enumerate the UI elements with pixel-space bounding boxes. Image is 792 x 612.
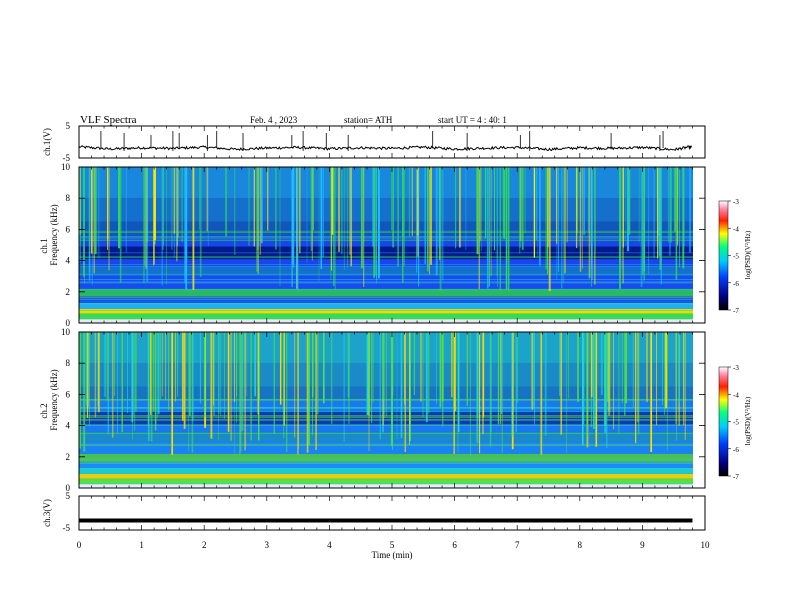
spectrogram-band: [79, 478, 693, 485]
colorbar-tick-label: -4: [733, 225, 739, 233]
time-tick-label: 10: [701, 540, 711, 550]
ch1-ytick-bottom: -5: [63, 153, 71, 163]
spectrogram-band: [79, 319, 693, 323]
ch1-waveform-ylabel: ch.1(V): [42, 128, 52, 156]
freq-tick-label: 0: [66, 318, 71, 328]
ch3-ytick-bottom: -5: [63, 523, 71, 533]
colorbar-tick-label: -3: [733, 198, 739, 206]
ch2-colorbar-gradient: [718, 366, 729, 477]
spectrogram-band: [79, 296, 693, 303]
figure-title: VLF Spectra: [80, 114, 137, 126]
time-tick-label: 3: [265, 540, 270, 550]
freq-tick-label: 2: [66, 452, 71, 462]
time-tick-label: 5: [390, 540, 395, 550]
freq-tick-label: 10: [61, 162, 71, 172]
spectrogram-band: [79, 332, 693, 364]
time-tick-label: 6: [452, 540, 457, 550]
ch3-waveform-frame: [78, 495, 706, 531]
freq-tick-label: 10: [61, 327, 71, 337]
spectrogram-band: [79, 467, 693, 474]
spectrogram-band: [79, 473, 693, 479]
ch3-waveform-panel: 5 -5 ch.3(V): [42, 491, 706, 533]
ch1-waveform-panel: 5 -5 ch.1(V): [42, 121, 706, 163]
ch2-spectrogram-ylabel-line2: Frequency (kHz): [49, 369, 59, 430]
spectrogram-band: [79, 441, 693, 454]
time-axis-label: Time (min): [372, 550, 413, 560]
time-tick-label: 1: [139, 540, 144, 550]
ch1-colorbar: -3 -4 -5 -6 -7 log(PSD)(V²/Hz): [718, 198, 752, 315]
spectrogram-band: [79, 484, 693, 488]
time-axis-ticks: [78, 126, 706, 530]
ch2-spectrogram-panel: 0 2 4 6 8 10 ch.2 Frequency (kHz): [39, 327, 706, 493]
ch3-waveform-ylabel: ch.3(V): [42, 499, 52, 527]
spectrogram-band: [79, 461, 693, 468]
freq-tick-label: 4: [66, 421, 71, 431]
colorbar-tick-label: -7: [733, 307, 739, 315]
time-tick-label: 0: [77, 540, 82, 550]
spectrogram-band: [79, 302, 693, 309]
spectrogram-band: [79, 167, 693, 199]
ch1-ytick-top: 5: [66, 121, 71, 131]
start-time-label: start UT = 4 : 40: 1: [438, 115, 507, 125]
ch1-colorbar-label: log(PSD)(V²/Hz): [744, 230, 752, 279]
spectrogram-band: [79, 453, 693, 462]
ch1-waveform-line: [78, 145, 693, 152]
ch2-colorbar-ticks: -3 -4 -5 -6 -7: [728, 364, 739, 481]
ch2-spectrogram-heatmap: [79, 332, 693, 488]
ch2-spectrogram-ylabel-line1: ch.2: [39, 403, 49, 418]
ch1-waveform-frame: [78, 125, 706, 159]
spectrogram-band: [79, 235, 693, 247]
date-label: Feb. 4 , 2023: [250, 115, 298, 125]
time-tick-label: 8: [578, 540, 583, 550]
time-axis-tick-labels: 0 1 2 3 4 5 6 7 8 9 10: [77, 540, 710, 550]
ch3-ytick-top: 5: [66, 491, 71, 501]
spectrogram-band: [79, 276, 693, 289]
colorbar-tick-label: -4: [733, 391, 739, 399]
freq-tick-label: 8: [66, 358, 71, 368]
freq-tick-label: 6: [66, 224, 71, 234]
ch1-colorbar-ticks: -3 -4 -5 -6 -7: [728, 198, 739, 315]
freq-tick-label: 0: [66, 483, 71, 493]
spectrogram-band: [79, 400, 693, 412]
spectrogram-band: [79, 266, 693, 277]
spectrogram-band: [79, 259, 693, 267]
time-tick-label: 7: [515, 540, 520, 550]
ch1-spectrogram-ylabel-line1: ch.1: [39, 238, 49, 253]
ch2-colorbar-label: log(PSD)(V²/Hz): [744, 396, 752, 445]
station-label: station= ATH: [344, 115, 393, 125]
time-tick-label: 9: [640, 540, 645, 550]
spectrogram-band: [79, 431, 693, 442]
colorbar-tick-label: -7: [733, 473, 739, 481]
freq-tick-label: 6: [66, 389, 71, 399]
ch1-waveform-spikes: [100, 131, 664, 151]
spectrogram-band: [79, 424, 693, 432]
ch1-spectrogram-yticks: 0 2 4 6 8 10: [61, 162, 705, 328]
spectrogram-band: [79, 386, 693, 401]
colorbar-tick-label: -6: [733, 446, 739, 454]
spectrogram-band: [79, 221, 693, 236]
spectrogram-band: [79, 363, 693, 387]
colorbar-tick-label: -6: [733, 280, 739, 288]
time-tick-label: 4: [327, 540, 332, 550]
ch2-spectrogram-yticks: 0 2 4 6 8 10: [61, 327, 705, 493]
ch1-colorbar-gradient: [718, 200, 729, 311]
colorbar-tick-label: -5: [733, 419, 739, 427]
ch1-spectrogram-ylabel-line2: Frequency (kHz): [49, 204, 59, 265]
freq-tick-label: 8: [66, 193, 71, 203]
freq-tick-label: 4: [66, 256, 71, 266]
time-tick-label: 2: [202, 540, 207, 550]
colorbar-tick-label: -5: [733, 253, 739, 261]
spectrogram-band: [79, 313, 693, 320]
ch1-spectrogram-heatmap: [79, 167, 693, 323]
ch2-colorbar: -3 -4 -5 -6 -7 log(PSD)(V²/Hz): [718, 364, 752, 481]
spectrogram-band: [79, 308, 693, 314]
spectrogram-band: [79, 288, 693, 297]
ch1-spectrogram-panel: 0 2 4 6 8 10 ch.1 Frequency (kHz): [39, 162, 706, 328]
spectrogram-band: [79, 198, 693, 222]
colorbar-tick-label: -3: [733, 364, 739, 372]
freq-tick-label: 2: [66, 287, 71, 297]
